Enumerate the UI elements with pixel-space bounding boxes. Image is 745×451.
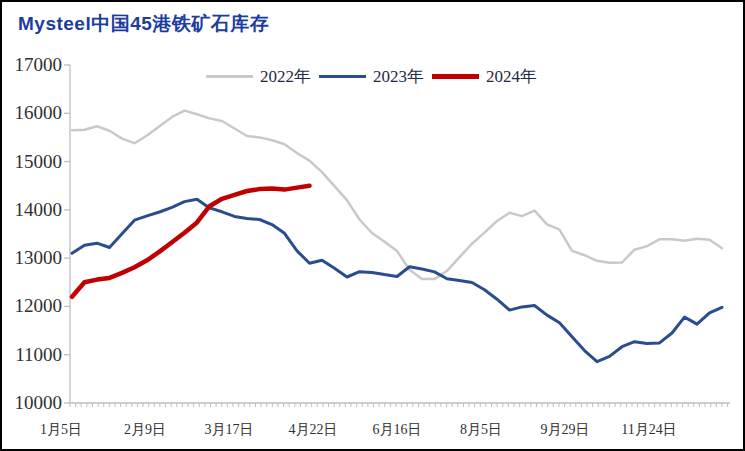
series-line-2023年 bbox=[72, 199, 722, 362]
x-axis-label: 4月22日 bbox=[289, 421, 338, 439]
legend-label-2023: 2023年 bbox=[373, 65, 424, 88]
x-axis-label: 9月29日 bbox=[541, 421, 590, 439]
y-axis-label: 17000 bbox=[2, 56, 62, 74]
y-axis-label: 13000 bbox=[2, 249, 62, 267]
legend-line-swatch-2022 bbox=[206, 75, 253, 78]
y-axis-label: 14000 bbox=[2, 201, 62, 219]
chart-window: Mysteel中国45港铁矿石库存 1700016000150001400013… bbox=[0, 0, 745, 451]
x-axis-label: 11月24日 bbox=[621, 421, 676, 439]
x-axis-label: 8月5日 bbox=[460, 421, 502, 439]
series-line-2022年 bbox=[72, 111, 722, 280]
legend-line-swatch-2023 bbox=[319, 75, 366, 78]
y-axis-label: 12000 bbox=[2, 297, 62, 315]
legend-item-2023: 2023年 bbox=[319, 65, 424, 88]
legend-label-2024: 2024年 bbox=[486, 65, 537, 88]
legend-item-2022: 2022年 bbox=[206, 65, 311, 88]
y-axis-label: 16000 bbox=[2, 104, 62, 122]
x-axis-label: 2月9日 bbox=[124, 421, 166, 439]
legend-label-2022: 2022年 bbox=[260, 65, 311, 88]
y-axis-label: 15000 bbox=[2, 153, 62, 171]
legend: 2022年 2023年 2024年 bbox=[206, 66, 545, 86]
x-axis-label: 3月17日 bbox=[205, 421, 254, 439]
x-axis-label: 6月16日 bbox=[373, 421, 422, 439]
y-axis-label: 10000 bbox=[2, 394, 62, 412]
series-line-2024年 bbox=[72, 186, 310, 297]
x-axis-label: 1月5日 bbox=[40, 421, 82, 439]
legend-line-swatch-2024 bbox=[432, 74, 479, 79]
legend-item-2024: 2024年 bbox=[432, 65, 537, 88]
y-axis-label: 11000 bbox=[2, 346, 62, 364]
